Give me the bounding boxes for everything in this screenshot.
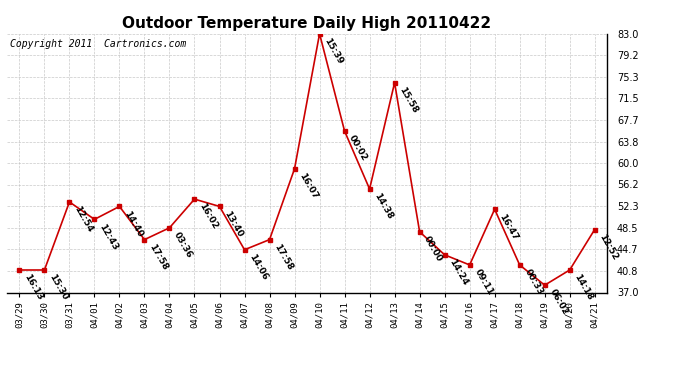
Text: 17:58: 17:58 [147, 242, 170, 272]
Text: 12:43: 12:43 [97, 222, 119, 252]
Text: 16:47: 16:47 [497, 212, 520, 242]
Text: 17:58: 17:58 [273, 242, 295, 272]
Text: 16:13: 16:13 [22, 273, 44, 302]
Text: 00:02: 00:02 [347, 134, 369, 163]
Text: 16:07: 16:07 [297, 171, 319, 201]
Text: Copyright 2011  Cartronics.com: Copyright 2011 Cartronics.com [10, 39, 186, 49]
Text: 13:40: 13:40 [222, 209, 244, 238]
Text: 15:30: 15:30 [47, 273, 69, 302]
Text: 00:00: 00:00 [422, 234, 444, 263]
Text: 12:54: 12:54 [72, 205, 95, 234]
Text: 14:06: 14:06 [247, 252, 269, 282]
Text: 03:36: 03:36 [172, 231, 195, 260]
Text: 15:39: 15:39 [322, 36, 344, 66]
Text: 16:02: 16:02 [197, 202, 219, 231]
Title: Outdoor Temperature Daily High 20110422: Outdoor Temperature Daily High 20110422 [123, 16, 491, 31]
Text: 12:52: 12:52 [598, 232, 620, 262]
Text: 14:24: 14:24 [447, 258, 470, 287]
Text: 06:02: 06:02 [547, 288, 569, 317]
Text: 15:58: 15:58 [397, 86, 420, 115]
Text: 14:40: 14:40 [122, 209, 144, 238]
Text: 14:38: 14:38 [373, 192, 395, 221]
Text: 00:33: 00:33 [522, 268, 544, 297]
Text: 09:11: 09:11 [473, 268, 495, 297]
Text: 14:18: 14:18 [573, 273, 595, 302]
